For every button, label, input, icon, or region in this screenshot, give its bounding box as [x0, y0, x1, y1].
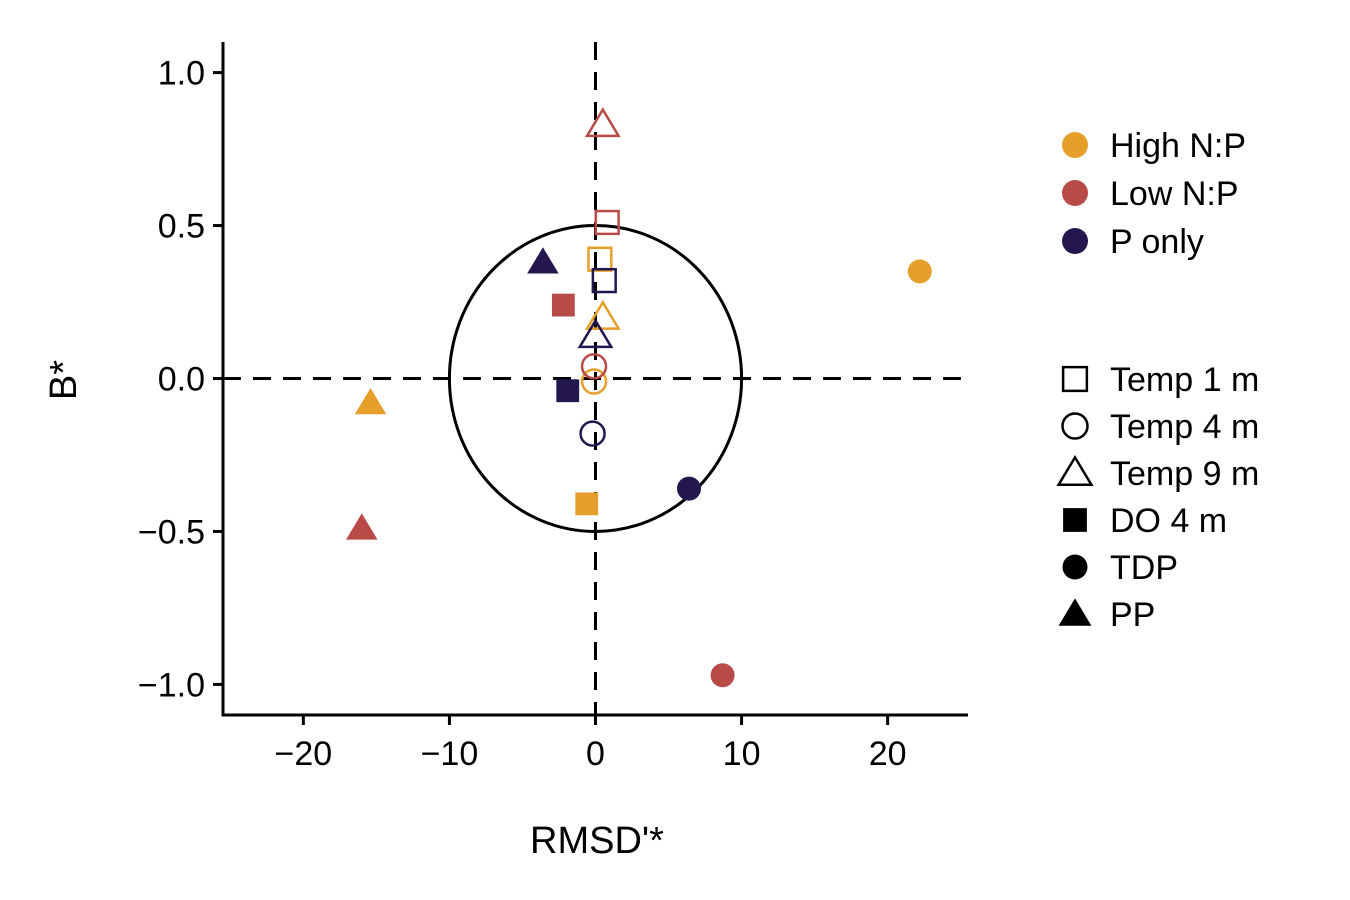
x-tick-label: 10 — [723, 735, 761, 773]
legend-label-p-only: P only — [1110, 223, 1204, 261]
legend-key-low-n-p — [1062, 180, 1088, 206]
legend-label-temp-4-m: Temp 4 m — [1110, 408, 1259, 446]
point-high-n-p-tdp — [907, 259, 932, 284]
point-high-n-p-pp — [354, 387, 387, 415]
legend-key-tdp — [1062, 554, 1088, 580]
point-high-n-p-temp-4-m — [580, 368, 608, 395]
data-points — [346, 107, 932, 688]
point-low-n-p-do-4-m — [551, 293, 575, 317]
point-p-only-temp-1-m — [591, 267, 617, 294]
point-high-n-p-temp-1-m — [587, 246, 613, 272]
legend-label-temp-9-m: Temp 9 m — [1110, 455, 1259, 493]
legend-label-do-4-m: DO 4 m — [1110, 502, 1227, 540]
point-low-n-p-pp — [346, 513, 378, 540]
legend-label-temp-1-m: Temp 1 m — [1110, 361, 1259, 399]
legend: High N:P Low N:P P only Temp 1 m Temp 4 m Tem… — [1056, 127, 1259, 634]
legend-key-pp — [1058, 598, 1092, 626]
point-p-only-temp-9-m — [577, 318, 614, 349]
point-p-only-temp-4-m — [579, 420, 606, 447]
y-tick-label: 0.5 — [158, 208, 205, 246]
legend-label-tdp: TDP — [1110, 549, 1178, 587]
legend-label-low-n-p: Low N:P — [1110, 175, 1239, 213]
y-tick-label: 0.0 — [158, 361, 205, 399]
axes: −20 −10 0 10 20 −1.0 −0.5 0.0 0.5 1.0 — [138, 42, 968, 773]
legend-key-temp-9-m — [1056, 454, 1094, 486]
point-low-n-p-temp-9-m — [584, 107, 621, 138]
y-tick-label: −1.0 — [138, 666, 205, 704]
y-tick-label: −0.5 — [138, 513, 205, 551]
point-low-n-p-tdp — [710, 663, 735, 688]
y-tick-label: 1.0 — [158, 55, 205, 93]
point-p-only-tdp — [676, 476, 701, 501]
legend-label-high-n-p: High N:P — [1110, 127, 1246, 165]
legend-key-do-4-m — [1063, 508, 1087, 532]
x-tick-label: −20 — [274, 735, 332, 773]
legend-key-p-only — [1062, 228, 1088, 254]
x-tick-label: 20 — [869, 735, 907, 773]
point-low-n-p-temp-1-m — [594, 209, 620, 236]
x-tick-label: 0 — [586, 735, 605, 773]
y-axis-title: B* — [43, 360, 85, 400]
point-p-only-pp — [527, 247, 559, 274]
legend-key-temp-1-m — [1061, 365, 1089, 393]
legend-key-temp-4-m — [1061, 412, 1089, 440]
x-tick-label: −10 — [421, 735, 479, 773]
legend-label-pp: PP — [1110, 596, 1155, 634]
point-p-only-do-4-m — [556, 379, 580, 403]
x-axis-title: RMSD'* — [530, 820, 664, 862]
point-high-n-p-temp-9-m — [584, 299, 621, 330]
legend-key-high-n-p — [1062, 132, 1088, 158]
point-high-n-p-do-4-m — [575, 492, 599, 516]
point-low-n-p-temp-4-m — [580, 353, 608, 380]
